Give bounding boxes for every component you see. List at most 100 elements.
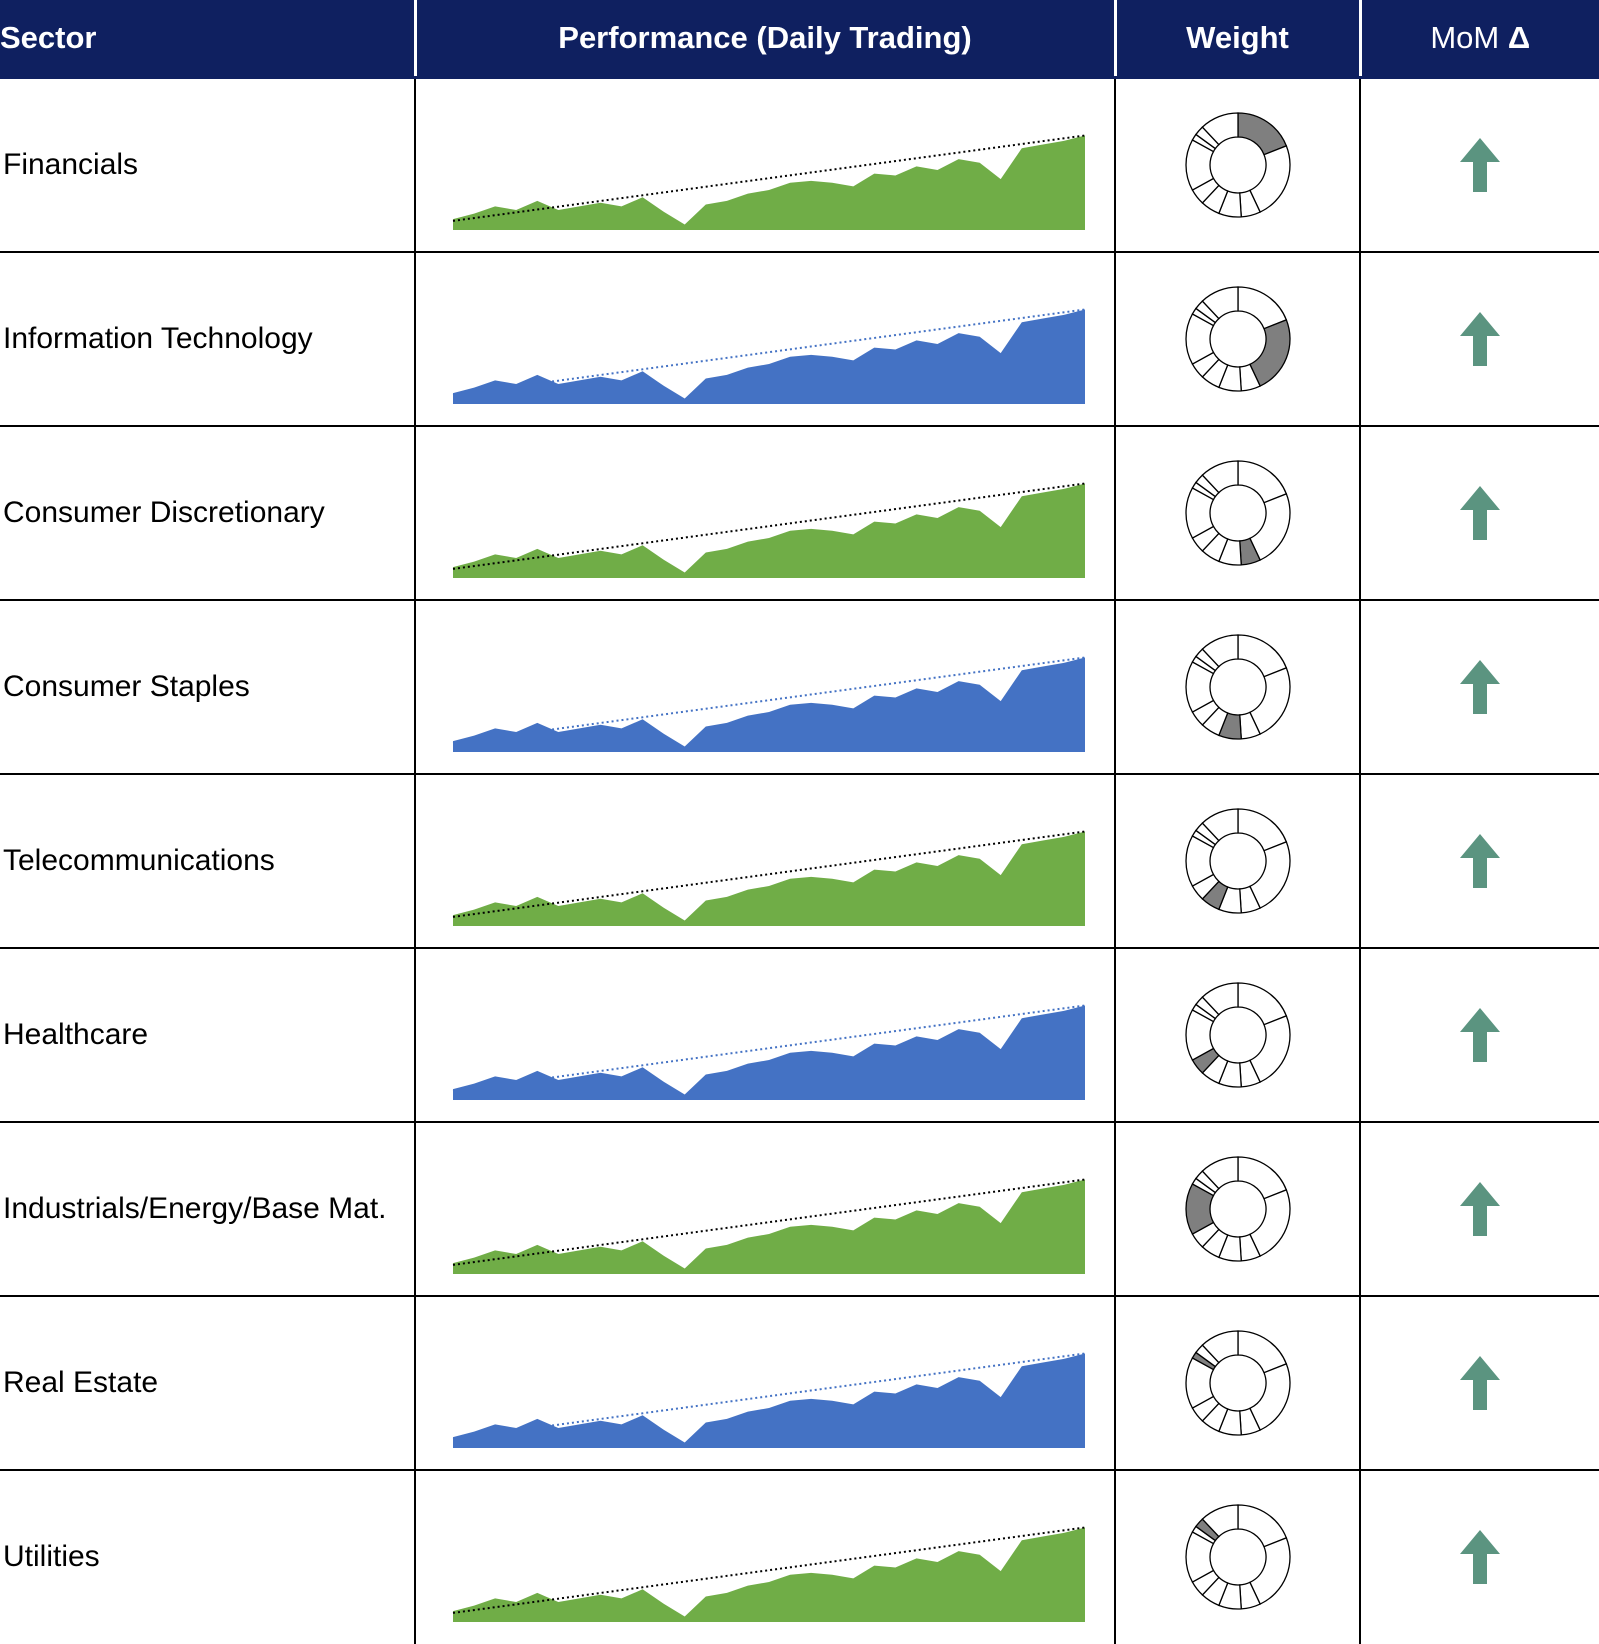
arrow-up-icon [1460, 833, 1500, 888]
sector-name: Information Technology [0, 251, 415, 427]
donut-slice [1200, 285, 1239, 320]
sector-name: Consumer Discretionary [0, 425, 415, 601]
mom-cell [1359, 1121, 1599, 1297]
performance-chart [452, 307, 1086, 404]
weight-cell [1114, 77, 1360, 253]
performance-cell [414, 1121, 1115, 1297]
trend-line [452, 481, 1086, 570]
performance-area [453, 1527, 1085, 1622]
mom-cell [1359, 1469, 1599, 1644]
performance-area [453, 831, 1085, 926]
sector-name: Consumer Staples [0, 599, 415, 775]
donut-slice [1200, 1329, 1239, 1364]
header-weight: Weight [1113, 0, 1360, 79]
weight-cell [1114, 773, 1360, 949]
table-row: Consumer Staples [0, 599, 1599, 775]
donut-slice [1200, 112, 1239, 146]
header-mom-delta: Δ [1507, 20, 1531, 55]
weight-donut [1184, 1504, 1291, 1610]
performance-area [453, 483, 1085, 578]
donut-slice [1200, 633, 1239, 668]
donut-slice [1200, 807, 1239, 842]
arrow-up-icon [1460, 1355, 1500, 1410]
performance-chart [452, 1003, 1086, 1100]
header-mom-label: MoM [1430, 20, 1500, 55]
performance-chart [452, 1351, 1086, 1448]
weight-donut [1184, 633, 1291, 740]
weight-donut [1184, 1155, 1291, 1262]
mom-cell [1359, 251, 1599, 427]
performance-area [453, 1005, 1085, 1100]
table-row: Financials [0, 77, 1599, 253]
arrow-up-icon [1460, 1181, 1500, 1236]
table-row: Industrials/Energy/Base Mat. [0, 1121, 1599, 1297]
donut-slice [1200, 981, 1239, 1016]
performance-area [453, 309, 1085, 404]
performance-chart [452, 1526, 1086, 1622]
weight-cell [1114, 251, 1360, 427]
trend-line [452, 1003, 1086, 1092]
arrow-up-icon [1460, 1530, 1500, 1584]
weight-donut [1184, 112, 1291, 218]
sector-name: Utilities [3, 1540, 100, 1573]
performance-chart [452, 829, 1086, 926]
weight-donut [1184, 459, 1291, 566]
mom-cell [1359, 773, 1599, 949]
mom-cell [1359, 77, 1599, 253]
table-row: Telecommunications [0, 773, 1599, 949]
donut-slice [1200, 459, 1239, 494]
header-mom: MoM Δ [1358, 0, 1599, 79]
trend-line [452, 829, 1086, 918]
arrow-up-icon [1460, 137, 1500, 192]
arrow-up-icon [1460, 485, 1500, 540]
trend-line [452, 1526, 1086, 1614]
trend-line [452, 307, 1086, 396]
performance-cell [414, 425, 1115, 601]
trend-line [452, 134, 1086, 222]
donut-slice [1200, 1504, 1239, 1538]
performance-cell [414, 947, 1115, 1123]
header-performance: Performance (Daily Trading) [413, 0, 1115, 79]
performance-cell [414, 773, 1115, 949]
mom-cell [1359, 599, 1599, 775]
performance-cell [414, 1469, 1115, 1644]
performance-area [453, 135, 1085, 230]
table-row: Healthcare [0, 947, 1599, 1123]
mom-cell [1359, 947, 1599, 1123]
trend-line [452, 1177, 1086, 1266]
weight-cell [1114, 1295, 1360, 1471]
mom-cell [1359, 425, 1599, 601]
table-row: Information Technology [0, 251, 1599, 427]
sector-name: Healthcare [0, 947, 415, 1123]
performance-chart [452, 655, 1086, 752]
performance-area [453, 1353, 1085, 1448]
table-body: Financials Information Technology Consumer… [0, 77, 1599, 1644]
weight-donut [1184, 1329, 1291, 1436]
arrow-up-icon [1460, 1007, 1500, 1062]
performance-area [453, 657, 1085, 752]
weight-cell [1114, 599, 1360, 775]
performance-chart [452, 1177, 1086, 1274]
arrow-up-icon [1460, 311, 1500, 366]
weight-donut [1184, 285, 1291, 392]
performance-cell [414, 599, 1115, 775]
table-row: Consumer Discretionary [0, 425, 1599, 601]
performance-chart [452, 134, 1086, 230]
weight-cell [1114, 425, 1360, 601]
trend-line [452, 655, 1086, 744]
sector-name: Industrials/Energy/Base Mat. [0, 1121, 415, 1297]
table-row: Utilities [0, 1469, 1599, 1644]
performance-chart [452, 481, 1086, 578]
weight-cell [1114, 1121, 1360, 1297]
trend-line [452, 1351, 1086, 1440]
performance-cell [414, 77, 1115, 253]
performance-cell [414, 251, 1115, 427]
performance-cell [414, 1295, 1115, 1471]
arrow-up-icon [1460, 659, 1500, 714]
weight-donut [1184, 807, 1291, 914]
weight-donut [1184, 981, 1291, 1088]
header-row: Sector Performance (Daily Trading) Weigh… [0, 0, 1599, 79]
mom-cell [1359, 1295, 1599, 1471]
sector-name: Telecommunications [0, 773, 415, 949]
